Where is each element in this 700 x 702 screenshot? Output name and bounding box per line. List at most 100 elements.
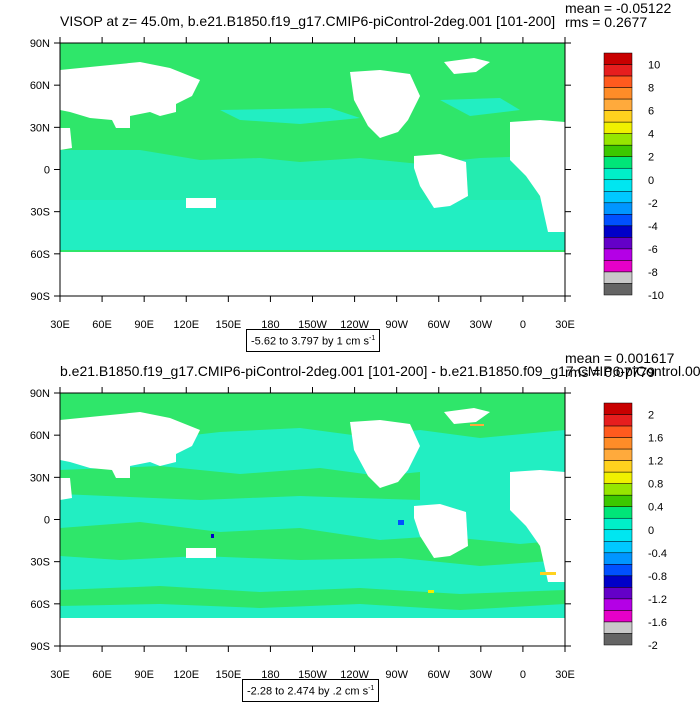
lon-axis: 30E 60E 90E 120E 150E 180 150W 120W 90W 60W 30W 0 30… (50, 37, 575, 331)
range-text: -2.28 to 2.474 by .2 cm s (247, 685, 369, 698)
lon-label: 150W (298, 669, 327, 681)
landmass-north-america (350, 420, 420, 488)
colorbar-label: 6 (648, 106, 654, 118)
colorbar-label: 0.4 (648, 502, 663, 514)
lat-label: 0 (44, 515, 50, 527)
lon-label: 120W (340, 319, 369, 331)
lon-label: 120W (340, 669, 369, 681)
colorbar-label: 4 (648, 129, 654, 141)
colorbar-label: 10 (648, 60, 660, 72)
lon-label: 150E (215, 669, 241, 681)
map-ocean-band (440, 98, 520, 116)
colorbar-segment (603, 414, 633, 427)
colorbar-segment (603, 460, 633, 473)
colorbar-segment (603, 52, 633, 65)
map-ocean-band (60, 466, 420, 500)
panel-2: 90N 60N 30N 0 30S 60S 90S 30E 60E 90E 120E 150E 180… (30, 387, 667, 681)
lat-axis: 90N 60N 30N 0 30S 60S 90S (30, 388, 571, 653)
colorbar-segment (603, 248, 633, 261)
colorbar-label: 1.2 (648, 456, 663, 468)
colorbar-label: 8 (648, 83, 654, 95)
lat-label: 30N (30, 472, 50, 484)
landmass-south-america (414, 154, 468, 208)
colorbar-segment (603, 98, 633, 111)
colorbar-label: -10 (648, 290, 664, 302)
lon-label: 30E (555, 319, 575, 331)
lon-label: 120E (173, 669, 199, 681)
colorbar-segment (603, 214, 633, 227)
colorbar-segment (603, 564, 633, 577)
landmass-greenland (444, 58, 490, 74)
lon-label: 60E (92, 669, 112, 681)
colorbar-label: -2 (648, 640, 658, 652)
lon-label: 90W (385, 669, 408, 681)
lon-axis: 30E 60E 90E 120E 150E 180 150W 120W 90W 60W 30W 0 30… (50, 387, 575, 681)
colorbar-segment (603, 156, 633, 169)
range-exponent: -1 (369, 335, 376, 342)
lon-label: 0 (520, 669, 526, 681)
colorbar-segment (603, 517, 633, 531)
lat-label: 0 (44, 165, 50, 177)
panel-1: 90N 60N 30N 0 30S 60S 90S 30E 60E 90E 120E 150E 180… (30, 37, 664, 331)
landmass-asia (60, 412, 200, 478)
colorbar-segment (603, 633, 633, 646)
map-ocean-band (220, 108, 360, 124)
colorbar-segment (603, 64, 633, 77)
lat-label: 30S (30, 207, 50, 219)
lon-label: 30E (555, 669, 575, 681)
lat-label: 90N (30, 388, 50, 400)
colorbar-label: -8 (648, 267, 658, 279)
lon-label: 30W (470, 319, 493, 331)
lat-label: 60N (30, 80, 50, 92)
lat-axis: 90N 60N 30N 0 30S 60S 90S (30, 38, 571, 303)
lat-label: 90N (30, 38, 50, 50)
colorbar-label: 2 (648, 410, 654, 422)
colorbar-label: -0.4 (648, 548, 667, 560)
panel-2-mean: mean = 0.001617 (565, 350, 675, 366)
colorbar-segment (603, 552, 633, 565)
colorbar: 10 8 6 4 2 0 -2 -4 -6 -8 -10 (603, 52, 664, 302)
colorbar-segment (603, 75, 633, 88)
lon-label: 60W (427, 669, 450, 681)
lat-label: 60N (30, 430, 50, 442)
landmass-greenland (444, 408, 490, 424)
anomaly-speck (540, 572, 556, 575)
panel-2-range-box: -2.28 to 2.474 by .2 cm s-1 (242, 679, 380, 702)
panel-2-rms: rms = 0.07779 (565, 364, 655, 380)
colorbar-segment (603, 506, 633, 519)
range-exponent: -1 (368, 685, 375, 692)
colorbar-segment (603, 587, 633, 600)
landmass-africa (510, 470, 565, 582)
lat-label: 60S (30, 249, 50, 261)
landmass-south-america (414, 504, 468, 558)
colorbar-label: 2 (648, 152, 654, 164)
lat-label: 30N (30, 122, 50, 134)
anomaly-speck (470, 424, 484, 426)
colorbar-segment (603, 529, 633, 542)
colorbar-segment (603, 225, 633, 238)
lon-label: 30E (50, 669, 70, 681)
colorbar-segment (603, 121, 633, 134)
colorbar-segment (603, 575, 633, 588)
colorbar-segment (603, 598, 633, 611)
landmass-antarctica (60, 618, 565, 646)
range-text: -5.62 to 3.797 by 1 cm s (251, 335, 370, 348)
colorbar-segment (603, 179, 633, 192)
map-ocean-band (60, 200, 565, 250)
panel-1-mean: mean = -0.05122 (565, 0, 671, 16)
colorbar-segment (603, 448, 633, 461)
landmass-africa (510, 120, 565, 232)
colorbar-label: 0 (648, 525, 654, 537)
colorbar-segment (603, 283, 633, 296)
colorbar-segment (603, 271, 633, 284)
lon-label: 90E (134, 669, 154, 681)
panel-1-rms: rms = 0.2677 (565, 14, 647, 30)
colorbar-segment (603, 494, 633, 507)
landmass-australia (186, 198, 216, 208)
colorbar-label: -1.6 (648, 617, 667, 629)
anomaly-speck (211, 534, 214, 538)
colorbar-segment (603, 87, 633, 100)
landmass-india (60, 128, 72, 150)
colorbar-segment (603, 610, 633, 623)
colorbar-label: 0.8 (648, 479, 663, 491)
